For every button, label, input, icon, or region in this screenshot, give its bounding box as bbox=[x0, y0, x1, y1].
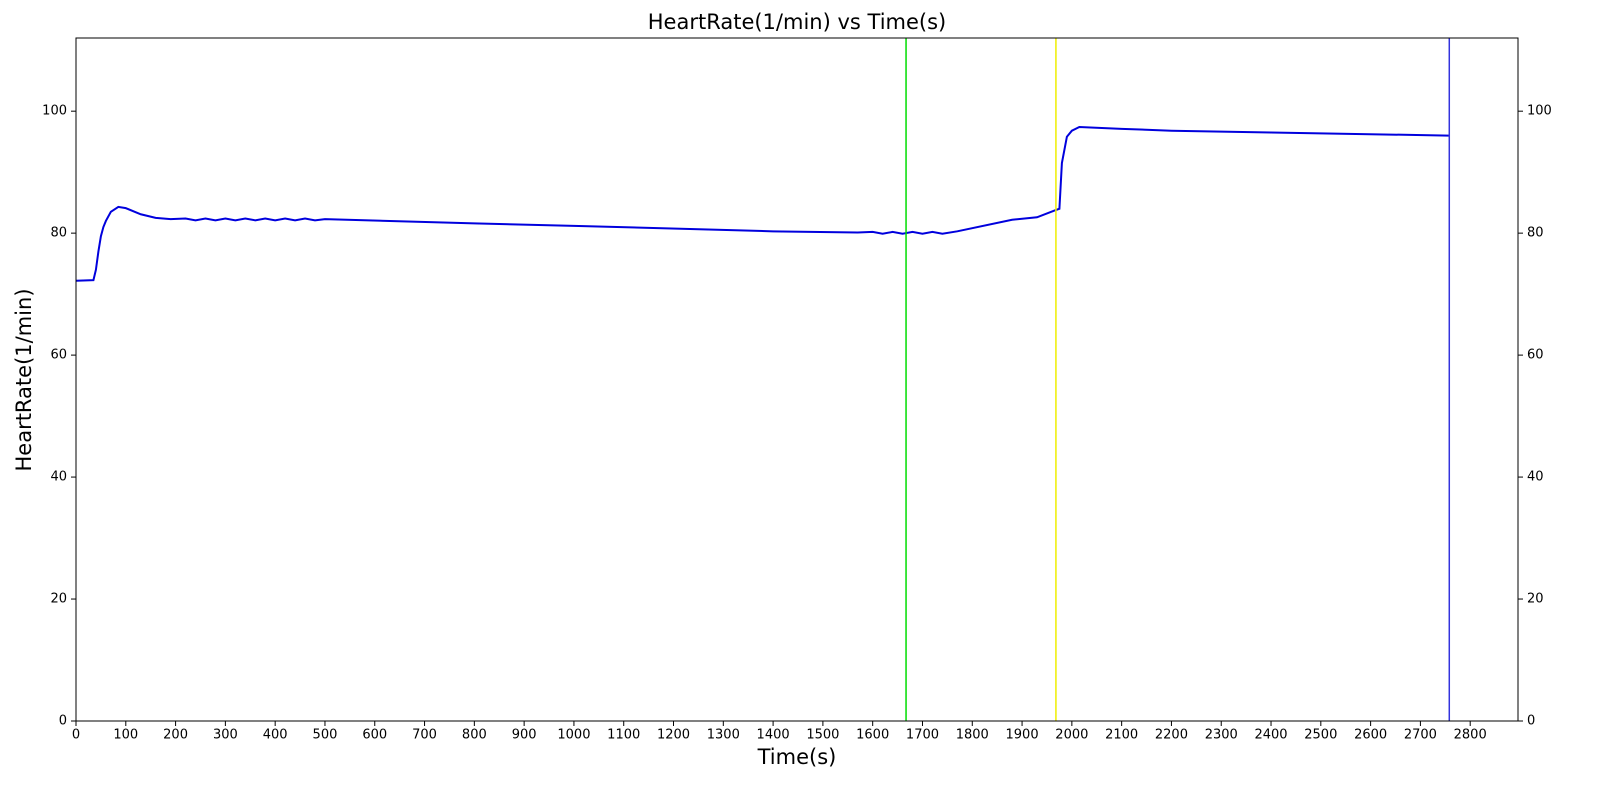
x-tick-label: 600 bbox=[362, 728, 387, 743]
x-tick-label: 2200 bbox=[1155, 728, 1188, 743]
plot-frame bbox=[75, 37, 1519, 722]
x-tick-label: 1600 bbox=[856, 728, 889, 743]
y-tick-label: 80 bbox=[50, 226, 67, 241]
x-tick-label: 1300 bbox=[707, 728, 740, 743]
x-tick-label: 0 bbox=[72, 728, 80, 743]
x-tick-label: 2600 bbox=[1354, 728, 1387, 743]
y-tick-label: 0 bbox=[59, 714, 67, 729]
x-tick-label: 200 bbox=[163, 728, 188, 743]
y-tick-label: 60 bbox=[50, 348, 67, 363]
y-tick-label: 100 bbox=[42, 104, 67, 119]
x-tick-label: 2800 bbox=[1454, 728, 1487, 743]
x-tick-label: 400 bbox=[263, 728, 288, 743]
chart-title: HeartRate(1/min) vs Time(s) bbox=[648, 10, 946, 34]
x-tick-label: 1400 bbox=[757, 728, 790, 743]
x-tick-label: 1500 bbox=[806, 728, 839, 743]
x-tick-label: 1200 bbox=[657, 728, 690, 743]
x-tick-label: 300 bbox=[213, 728, 238, 743]
x-tick-label: 2400 bbox=[1254, 728, 1287, 743]
y-tick-label-right: 60 bbox=[1527, 348, 1544, 363]
x-axis-label: Time(s) bbox=[757, 745, 837, 769]
x-tick-label: 1900 bbox=[1006, 728, 1039, 743]
x-tick-label: 2700 bbox=[1404, 728, 1437, 743]
x-tick-label: 800 bbox=[462, 728, 487, 743]
x-tick-label: 700 bbox=[412, 728, 437, 743]
x-tick-label: 100 bbox=[113, 728, 138, 743]
x-tick-label: 1700 bbox=[906, 728, 939, 743]
x-tick-label: 2100 bbox=[1105, 728, 1138, 743]
x-tick-label: 1800 bbox=[956, 728, 989, 743]
heart-rate-line bbox=[75, 126, 1449, 282]
y-axis-label: HeartRate(1/min) bbox=[12, 288, 36, 471]
x-tick-label: 2300 bbox=[1205, 728, 1238, 743]
y-tick-label: 40 bbox=[50, 470, 67, 485]
y-tick-label: 20 bbox=[50, 592, 67, 607]
x-tick-label: 900 bbox=[512, 728, 537, 743]
y-tick-label-right: 40 bbox=[1527, 470, 1544, 485]
x-tick-label: 2500 bbox=[1304, 728, 1337, 743]
x-tick-label: 500 bbox=[313, 728, 338, 743]
y-tick-label-right: 100 bbox=[1527, 104, 1552, 119]
x-tick-label: 2000 bbox=[1055, 728, 1088, 743]
y-tick-label-right: 80 bbox=[1527, 226, 1544, 241]
y-tick-label-right: 0 bbox=[1527, 714, 1535, 729]
y-tick-label-right: 20 bbox=[1527, 592, 1544, 607]
x-tick-label: 1000 bbox=[557, 728, 590, 743]
x-tick-label: 1100 bbox=[607, 728, 640, 743]
